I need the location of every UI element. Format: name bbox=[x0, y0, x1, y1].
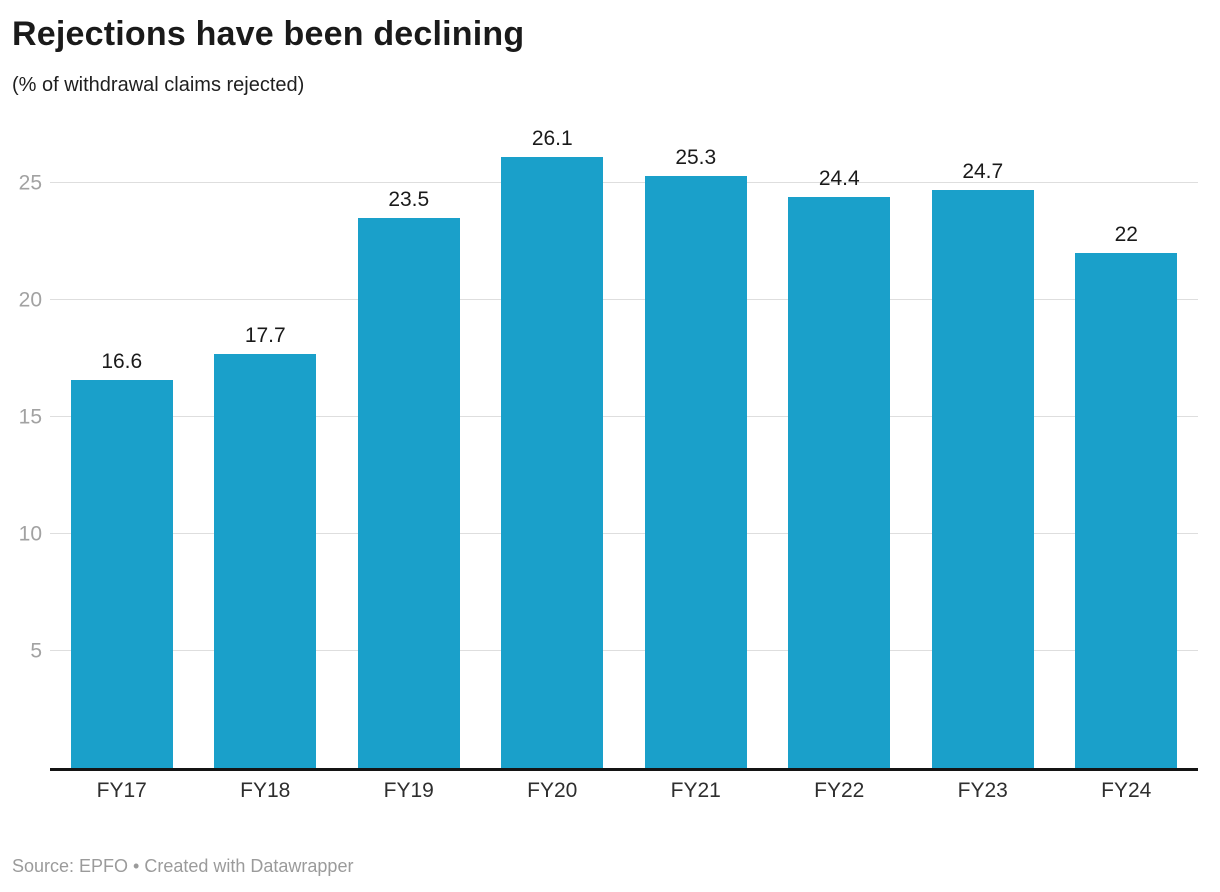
x-tick-label-fy21: FY21 bbox=[670, 779, 721, 803]
bar-fy23 bbox=[931, 190, 1034, 769]
x-tick-label-fy17: FY17 bbox=[96, 779, 147, 803]
x-tick-label-fy18: FY18 bbox=[240, 779, 291, 803]
bar-fy17 bbox=[70, 379, 173, 769]
bar-value-label-fy19: 23.5 bbox=[388, 188, 430, 212]
x-tick-label-fy19: FY19 bbox=[383, 779, 434, 803]
bar-fy18 bbox=[214, 354, 317, 769]
y-tick-label-20: 20 bbox=[18, 288, 42, 312]
y-tick-label-15: 15 bbox=[18, 405, 42, 429]
bar-fy20 bbox=[501, 157, 604, 769]
gridline-15 bbox=[50, 416, 1198, 418]
bar-value-label-fy22: 24.4 bbox=[818, 167, 860, 191]
bar-fy19 bbox=[357, 218, 460, 769]
plot-area: 5 10 15 20 25 16.6 17.7 23.5 26.1 25.3 24.4 24.7 22 bbox=[19, 127, 1199, 772]
chart-footer: Source: EPFO • Created with Datawrapper bbox=[12, 855, 354, 876]
y-tick-label-5: 5 bbox=[30, 639, 42, 663]
x-tick-label-fy22: FY22 bbox=[814, 779, 865, 803]
x-tick-label-fy24: FY24 bbox=[1101, 779, 1152, 803]
x-tick-label-fy20: FY20 bbox=[527, 779, 578, 803]
bar-slot-fy24: 22 bbox=[1055, 128, 1199, 769]
bar-value-label-fy23: 24.7 bbox=[962, 160, 1004, 184]
bar-value-label-fy21: 25.3 bbox=[675, 146, 717, 170]
bar-slot-fy17: 16.6 bbox=[50, 128, 194, 769]
bar-fy21 bbox=[644, 176, 747, 769]
bar-fy22 bbox=[788, 197, 891, 769]
bar-slot-fy21: 25.3 bbox=[624, 128, 768, 769]
bar-value-label-fy18: 17.7 bbox=[244, 324, 286, 348]
plot-wrap: 5 10 15 20 25 16.6 17.7 23.5 26.1 25.3 24.4 24.7 22 bbox=[19, 127, 1199, 772]
bar-slot-fy18: 17.7 bbox=[194, 128, 338, 769]
bar-value-label-fy24: 22 bbox=[1114, 223, 1138, 247]
y-tick-label-25: 25 bbox=[18, 171, 42, 195]
bar-slot-fy20: 26.1 bbox=[481, 127, 625, 769]
gridline-5 bbox=[50, 650, 1198, 652]
chart-subtitle: (% of withdrawal claims rejected) bbox=[12, 74, 305, 97]
bars-row: 16.6 17.7 23.5 26.1 25.3 24.4 24.7 22 bbox=[50, 127, 1199, 769]
bar-value-label-fy20: 26.1 bbox=[531, 127, 573, 151]
bar-slot-fy19: 23.5 bbox=[337, 128, 481, 769]
gridline-10 bbox=[50, 533, 1198, 535]
gridline-25 bbox=[50, 182, 1198, 184]
bar-slot-fy23: 24.7 bbox=[911, 128, 1055, 769]
bar-value-label-fy17: 16.6 bbox=[101, 349, 143, 373]
chart-title: Rejections have been declining bbox=[12, 15, 525, 53]
x-axis-labels: FY17 FY18 FY19 FY20 FY21 FY22 FY23 FY24 bbox=[50, 778, 1198, 803]
bar-slot-fy22: 24.4 bbox=[768, 128, 912, 769]
x-tick-label-fy23: FY23 bbox=[957, 779, 1008, 803]
gridline-20 bbox=[50, 299, 1198, 301]
y-tick-label-10: 10 bbox=[18, 522, 42, 546]
bar-fy24 bbox=[1075, 253, 1178, 769]
